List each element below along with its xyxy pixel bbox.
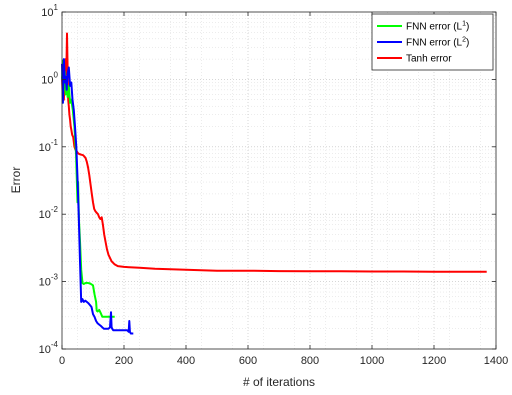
legend-entry: FNN error (L1) bbox=[406, 21, 469, 33]
y-tick-label: 10-4 bbox=[39, 340, 59, 356]
legend-entry: FNN error (L2) bbox=[406, 37, 469, 49]
y-tick-label: 10-1 bbox=[39, 138, 59, 154]
x-tick-label: 1000 bbox=[360, 355, 384, 367]
series-line-1 bbox=[61, 58, 134, 335]
y-tick-label: 100 bbox=[41, 70, 58, 86]
x-axis-label: # of iterations bbox=[243, 375, 315, 389]
y-axis-label: Error bbox=[9, 167, 23, 194]
y-tick-label: 10-3 bbox=[39, 273, 59, 289]
x-tick-label: 400 bbox=[177, 355, 195, 367]
x-tick-label: 1400 bbox=[484, 355, 508, 367]
x-tick-label: 0 bbox=[59, 355, 65, 367]
x-tick-label: 800 bbox=[301, 355, 319, 367]
x-tick-label: 1200 bbox=[422, 355, 446, 367]
legend: FNN error (L1) FNN error (L2) Tanh error bbox=[371, 13, 494, 71]
y-tick-label: 101 bbox=[41, 3, 58, 19]
legend-entry: Tanh error bbox=[406, 54, 452, 65]
x-tick-labels: 0 200 400 600 800 1000 1200 1400 bbox=[59, 355, 508, 367]
x-tick-label: 600 bbox=[239, 355, 257, 367]
minor-grid bbox=[62, 12, 496, 349]
series-line-2 bbox=[61, 32, 487, 273]
major-grid bbox=[62, 12, 496, 349]
y-tick-label: 10-2 bbox=[39, 205, 59, 221]
y-tick-labels: 10-4 10-3 10-2 10-1 100 101 bbox=[39, 3, 59, 356]
series-layer bbox=[61, 32, 487, 335]
axis-ticks bbox=[61, 11, 497, 350]
plot-frame bbox=[61, 11, 497, 350]
x-tick-label: 200 bbox=[115, 355, 133, 367]
